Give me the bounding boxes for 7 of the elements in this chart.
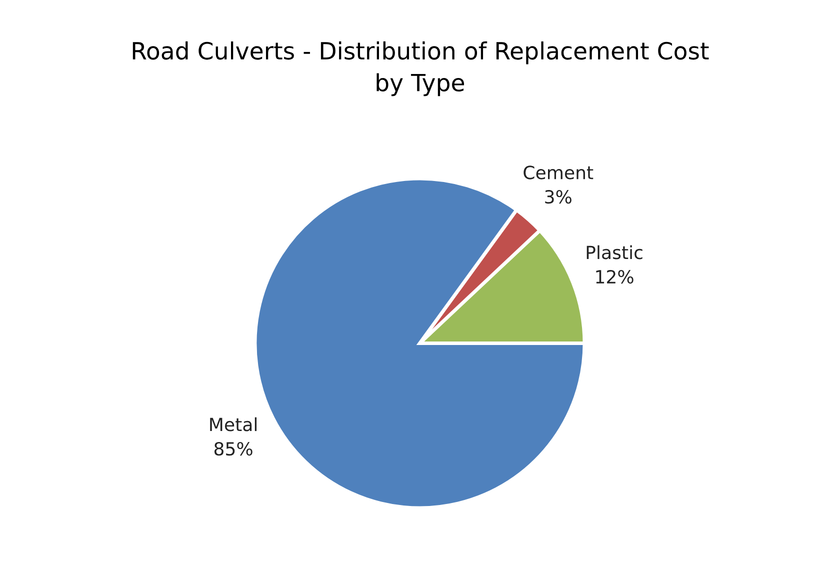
data-label: 3% xyxy=(545,190,572,204)
chart-title: Road Culverts - Distribution of Replacement Cost by Type xyxy=(132,41,709,96)
data-label: 12% xyxy=(596,270,634,284)
slice-label: Cement xyxy=(524,166,594,180)
slice-label: Plastic xyxy=(586,245,642,260)
data-label: 85% xyxy=(214,442,252,456)
slice-label: Metal xyxy=(210,417,257,432)
